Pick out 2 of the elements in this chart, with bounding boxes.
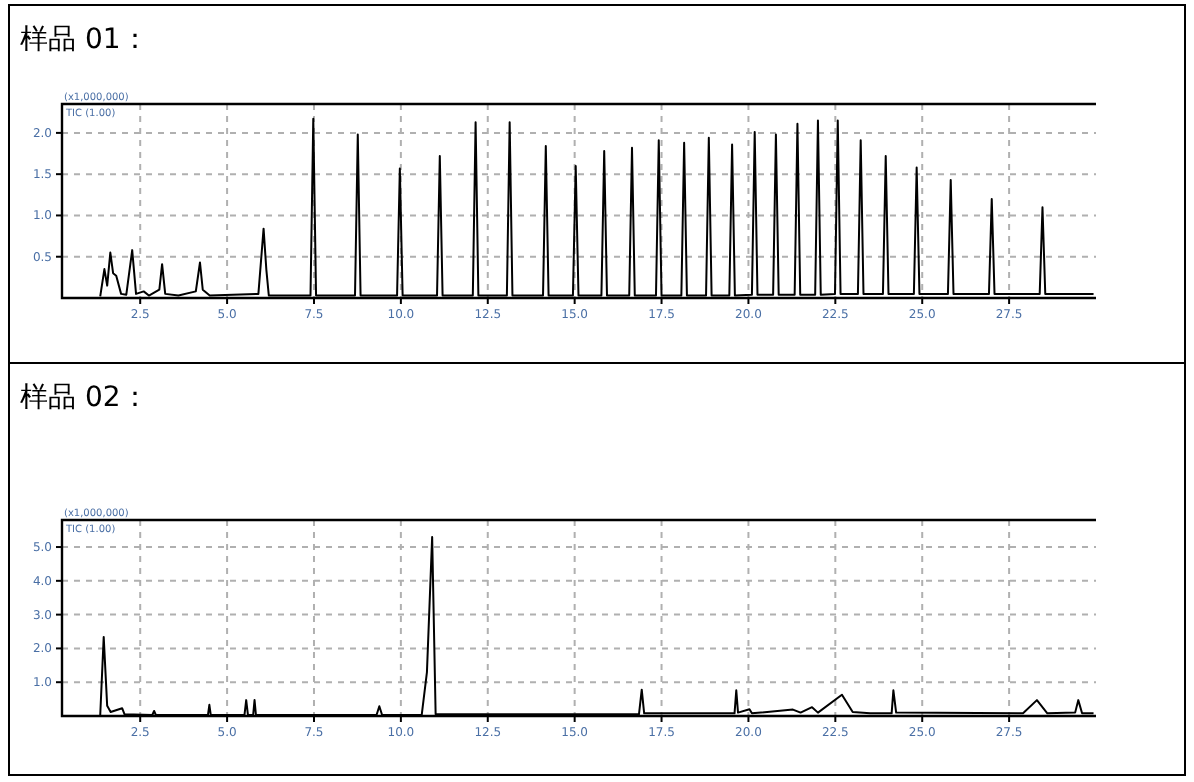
chart-title: 样品 02： [20, 382, 149, 414]
chart-title: 样品 01： [20, 24, 149, 56]
